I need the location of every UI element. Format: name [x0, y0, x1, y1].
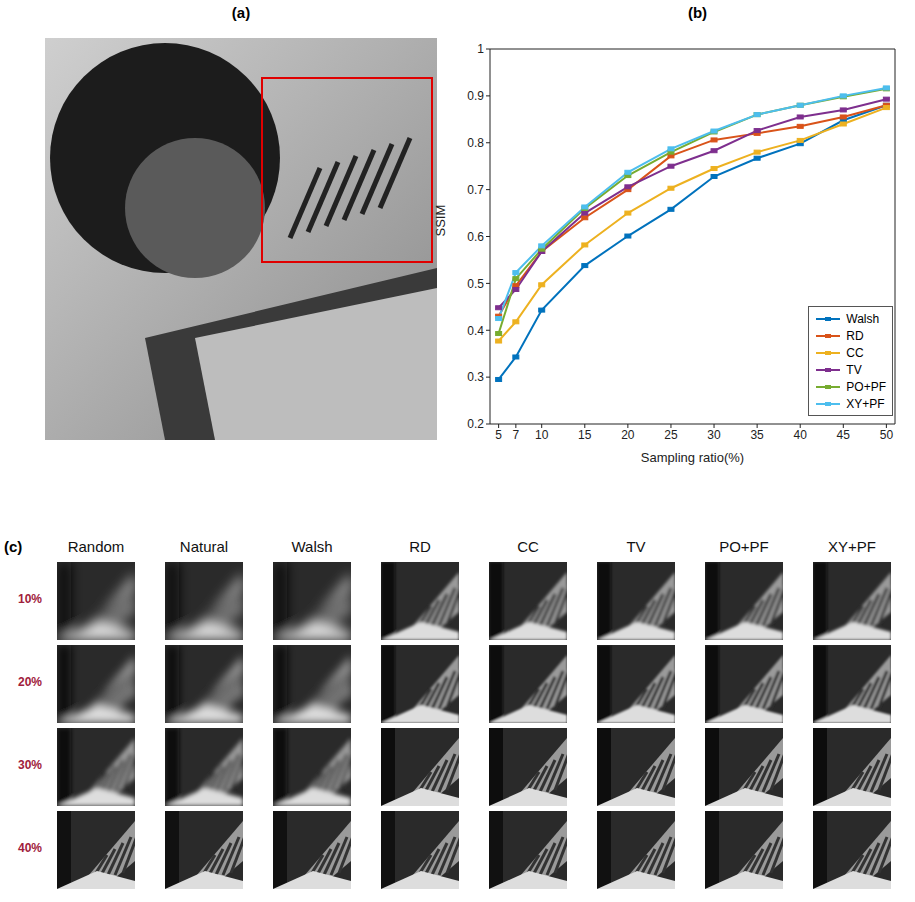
svg-text:0.6: 0.6 — [467, 230, 484, 244]
html-text:Natural: Natural — [179, 538, 229, 555]
html-text:TV: TV — [846, 362, 862, 377]
html-text:PO+PF: PO+PF — [719, 538, 769, 555]
svg-text:50: 50 — [880, 428, 894, 442]
html-text:CC: CC — [517, 538, 539, 555]
html-text:RD: RD — [846, 328, 864, 343]
svg-text:0.4: 0.4 — [467, 324, 484, 338]
svg-text:40: 40 — [794, 428, 808, 442]
html-text:Walsh: Walsh — [846, 311, 880, 326]
svg-text:1: 1 — [477, 42, 484, 56]
svg-text:15: 15 — [578, 428, 592, 442]
html-text:XY+PF: XY+PF — [828, 538, 876, 555]
html-text:CC: CC — [846, 345, 864, 360]
html-text:RD: RD — [409, 538, 431, 555]
html-text:40%: 40% — [18, 841, 42, 855]
svg-text:0.2: 0.2 — [467, 417, 484, 431]
html-text:Walsh: Walsh — [291, 538, 333, 555]
html-text:PO+PF: PO+PF — [846, 379, 886, 394]
svg-text:0.7: 0.7 — [467, 183, 484, 197]
svg-text:5: 5 — [495, 428, 502, 442]
svg-text:35: 35 — [750, 428, 764, 442]
html-text:(b): (b) — [687, 4, 708, 21]
svg-text:0.3: 0.3 — [467, 370, 484, 384]
svg-text:Sampling ratio(%): Sampling ratio(%) — [641, 450, 744, 465]
svg-text:10: 10 — [535, 428, 549, 442]
svg-text:30: 30 — [707, 428, 721, 442]
html-text:(a): (a) — [231, 4, 251, 21]
html-text:(c): (c) — [4, 538, 23, 555]
html-text:30%: 30% — [18, 758, 42, 772]
html-text:20%: 20% — [18, 675, 42, 689]
svg-text:45: 45 — [837, 428, 851, 442]
svg-text:0.5: 0.5 — [467, 277, 484, 291]
html-text:Random: Random — [67, 538, 125, 555]
svg-text:0.8: 0.8 — [467, 136, 484, 150]
html-text:10%: 10% — [18, 592, 42, 606]
svg-text:7: 7 — [513, 428, 520, 442]
html-text:XY+PF: XY+PF — [846, 396, 885, 411]
html-text:TV: TV — [626, 538, 646, 555]
svg-text:0.9: 0.9 — [467, 89, 484, 103]
svg-text:SSIM: SSIM — [433, 205, 448, 237]
svg-text:25: 25 — [664, 428, 678, 442]
svg-text:20: 20 — [621, 428, 635, 442]
